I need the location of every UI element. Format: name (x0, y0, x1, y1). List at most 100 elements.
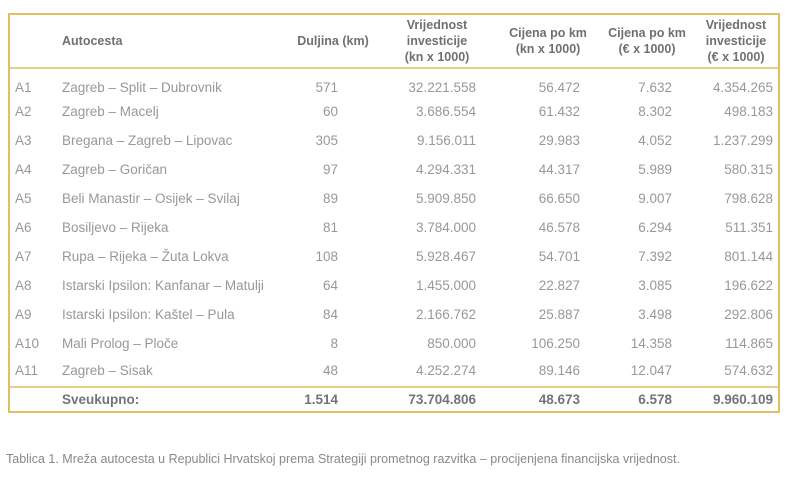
cell-ckn: 25.887 (538, 307, 580, 322)
total-row: Sveukupno: 1.514 73.704.806 48.673 6.578… (10, 386, 778, 411)
total-cell-cijena-kn: 48.673 (496, 386, 600, 411)
cell-code: A11 (15, 362, 39, 378)
cell-ckn: 29.983 (538, 133, 580, 148)
table-row: A5 Beli Manastir – Osijek – Svilaj 89 5.909… (10, 184, 778, 213)
cell-duljina: 81 (322, 220, 338, 235)
cell-veur: 292.806 (724, 307, 773, 322)
cell-code: A6 (15, 220, 32, 235)
cell-code: A10 (15, 336, 40, 351)
table-row: A3 Bregana – Zagreb – Lipovac 305 9.156.011… (10, 126, 778, 155)
column-header-code (10, 15, 56, 69)
table-row: A7 Rupa – Rijeka – Žuta Lokva 108 5.928.467… (10, 242, 778, 271)
cell-vkn: 5.928.467 (415, 249, 476, 264)
cell-name: Mali Prolog – Ploče (62, 336, 179, 351)
cell-name: Istarski Ipsilon: Kanfanar – Matulji (62, 278, 264, 293)
cell-vkn: 850.000 (427, 336, 476, 351)
cell-duljina: 571 (315, 79, 338, 95)
cell-ceur: 12.047 (630, 362, 672, 378)
cell-duljina: 60 (322, 104, 338, 119)
cell-veur: 574.632 (724, 362, 773, 378)
column-header-duljina: Duljina (km) (288, 15, 378, 69)
cell-ckn: 44.317 (538, 162, 580, 177)
cell-duljina: 84 (322, 307, 338, 322)
cell-ceur: 9.007 (638, 191, 672, 206)
column-header-cijena-eur: Cijena po km (€ x 1000) (600, 15, 694, 69)
column-header-vrijednost-eur: Vrijednost investicije (€ x 1000) (694, 15, 778, 69)
cell-veur: 196.622 (724, 278, 773, 293)
cell-name: Rupa – Rijeka – Žuta Lokva (62, 249, 229, 264)
cell-name: Zagreb – Macelj (62, 104, 159, 119)
cell-code: A5 (15, 191, 32, 206)
table-row: A9 Istarski Ipsilon: Kaštel – Pula 84 2.166… (10, 300, 778, 329)
cell-name: Bregana – Zagreb – Lipovac (62, 133, 233, 148)
cell-code: A3 (15, 133, 32, 148)
cell-veur: 1.237.299 (712, 133, 773, 148)
cell-ckn: 106.250 (531, 336, 580, 351)
total-cell-duljina: 1.514 (288, 386, 378, 411)
total-cell-cijena-eur: 6.578 (600, 386, 694, 411)
table-caption: Tablica 1. Mreža autocesta u Republici H… (6, 452, 680, 466)
cell-vkn: 3.686.554 (415, 104, 476, 119)
cell-code: A4 (15, 162, 32, 177)
total-label: Sveukupno: (56, 386, 288, 411)
cell-vkn: 4.252.274 (415, 362, 476, 378)
table-row: A10 Mali Prolog – Ploče 8 850.000 106.250 14.… (10, 329, 778, 358)
cell-veur: 511.351 (725, 220, 773, 235)
cell-name: Zagreb – Goričan (62, 162, 168, 177)
cell-name: Beli Manastir – Osijek – Svilaj (62, 191, 240, 206)
total-cell-vrijednost-eur: 9.960.109 (694, 386, 778, 411)
cell-duljina: 48 (322, 362, 338, 378)
cell-name: Zagreb – Split – Dubrovnik (62, 79, 222, 95)
table-row: A4 Zagreb – Goričan 97 4.294.331 44.317 5.989… (10, 155, 778, 184)
cell-ceur: 6.294 (638, 220, 672, 235)
table-row: A1 Zagreb – Split – Dubrovnik 571 32.221.55… (10, 68, 778, 97)
cell-duljina: 97 (322, 162, 338, 177)
cell-vkn: 2.166.762 (415, 307, 476, 322)
cell-ceur: 3.498 (638, 307, 672, 322)
cell-duljina: 89 (322, 191, 338, 206)
cell-ckn: 22.827 (538, 278, 580, 293)
cell-ceur: 8.302 (638, 104, 672, 119)
cell-veur: 498.183 (724, 104, 773, 119)
table-row: A11 Zagreb – Sisak 48 4.252.274 89.146 12.047… (10, 358, 778, 387)
cell-ckn: 56.472 (538, 79, 580, 95)
cell-veur: 4.354.265 (712, 79, 773, 95)
cell-ceur: 5.989 (638, 162, 672, 177)
highways-table-container: Autocesta Duljina (km) Vrijednost invest… (8, 13, 780, 413)
cell-ckn: 54.701 (538, 249, 580, 264)
cell-duljina: 108 (315, 249, 338, 264)
cell-veur: 801.144 (724, 249, 773, 264)
header-row: Autocesta Duljina (km) Vrijednost invest… (10, 15, 778, 69)
cell-duljina: 64 (322, 278, 338, 293)
cell-ceur: 3.085 (638, 278, 672, 293)
cell-vkn: 9.156.011 (416, 133, 476, 148)
table-row: A8 Istarski Ipsilon: Kanfanar – Matulji 64… (10, 271, 778, 300)
cell-vkn: 5.909.850 (415, 191, 476, 206)
cell-veur: 798.628 (724, 191, 773, 206)
cell-ceur: 7.392 (638, 249, 672, 264)
table-header: Autocesta Duljina (km) Vrijednost invest… (10, 15, 778, 69)
cell-name: Bosiljevo – Rijeka (62, 220, 169, 235)
cell-duljina: 305 (315, 133, 338, 148)
table-row: A2 Zagreb – Macelj 60 3.686.554 61.432 8.302 4… (10, 97, 778, 126)
cell-duljina: 8 (330, 336, 338, 351)
cell-vkn: 4.294.331 (415, 162, 476, 177)
cell-code: A7 (15, 249, 32, 264)
cell-ckn: 61.432 (538, 104, 580, 119)
cell-vkn: 32.221.558 (408, 79, 476, 95)
cell-code: A1 (15, 79, 32, 95)
table-footer: Sveukupno: 1.514 73.704.806 48.673 6.578… (10, 386, 778, 411)
total-cell-code (10, 386, 56, 411)
cell-ckn: 46.578 (538, 220, 580, 235)
column-header-cijena-kn: Cijena po km (kn x 1000) (496, 15, 600, 69)
table-body: A1 Zagreb – Split – Dubrovnik 571 32.221.55… (10, 68, 778, 387)
cell-ceur: 7.632 (638, 79, 672, 95)
cell-vkn: 1.455.000 (415, 278, 476, 293)
cell-ceur: 14.358 (630, 336, 672, 351)
highways-table: Autocesta Duljina (km) Vrijednost invest… (10, 15, 778, 411)
cell-veur: 580.315 (724, 162, 773, 177)
table-row: A6 Bosiljevo – Rijeka 81 3.784.000 46.578 6.2… (10, 213, 778, 242)
cell-name: Istarski Ipsilon: Kaštel – Pula (62, 307, 235, 322)
cell-ckn: 89.146 (538, 362, 580, 378)
column-header-vrijednost-kn: Vrijednost investicije (kn x 1000) (378, 15, 496, 69)
